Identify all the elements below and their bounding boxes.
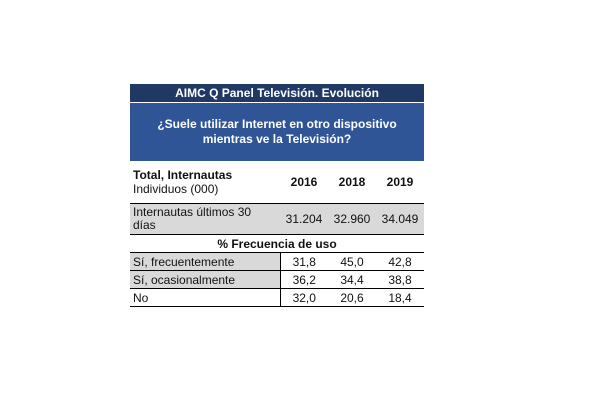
row-label: Sí, frecuentemente bbox=[130, 252, 281, 271]
base-label-line-2: días bbox=[133, 218, 156, 232]
year-header-2018: 2018 bbox=[328, 161, 376, 204]
year-header-2016: 2016 bbox=[280, 161, 328, 204]
header-label: Total, Internautas Individuos (000) bbox=[130, 161, 280, 204]
table-row: No 32,0 20,6 18,4 bbox=[130, 288, 425, 307]
year-header-2019: 2019 bbox=[376, 161, 425, 204]
base-label: Internautas últimos 30 días bbox=[130, 203, 280, 235]
header-label-sub: Individuos (000) bbox=[133, 182, 219, 196]
question-row: ¿Suele utilizar Internet en otro disposi… bbox=[130, 102, 425, 161]
title-row: AIMC Q Panel Televisión. Evolución bbox=[130, 84, 425, 103]
base-label-line-1: Internautas últimos 30 bbox=[133, 205, 252, 219]
table-row: Sí, ocasionalmente 36,2 34,4 38,8 bbox=[130, 270, 425, 289]
section-label: % Frecuencia de uso bbox=[130, 234, 425, 253]
table-question: ¿Suele utilizar Internet en otro disposi… bbox=[130, 102, 425, 161]
data-table: AIMC Q Panel Televisión. Evolución ¿Suel… bbox=[130, 84, 425, 307]
row-value: 31,8 bbox=[280, 252, 328, 271]
table-title: AIMC Q Panel Televisión. Evolución bbox=[130, 84, 425, 103]
table-row: Sí, frecuentemente 31,8 45,0 42,8 bbox=[130, 252, 425, 271]
question-line-1: ¿Suele utilizar Internet en otro disposi… bbox=[157, 117, 397, 131]
row-value: 20,6 bbox=[328, 288, 376, 307]
section-row: % Frecuencia de uso bbox=[130, 234, 425, 253]
base-value-2019: 34.049 bbox=[376, 203, 425, 235]
row-value: 42,8 bbox=[376, 252, 425, 271]
row-value: 36,2 bbox=[280, 270, 328, 289]
header-row: Total, Internautas Individuos (000) 2016… bbox=[130, 161, 425, 204]
row-value: 18,4 bbox=[376, 288, 425, 307]
base-row: Internautas últimos 30 días 31.204 32.96… bbox=[130, 203, 425, 235]
row-value: 32,0 bbox=[280, 288, 328, 307]
row-label: No bbox=[130, 288, 281, 307]
base-value-2016: 31.204 bbox=[280, 203, 328, 235]
row-value: 34,4 bbox=[328, 270, 376, 289]
row-value: 45,0 bbox=[328, 252, 376, 271]
header-label-bold: Total, Internautas bbox=[133, 168, 233, 182]
row-value: 38,8 bbox=[376, 270, 425, 289]
base-value-2018: 32.960 bbox=[328, 203, 376, 235]
question-line-2: mientras ve la Televisión? bbox=[202, 132, 352, 146]
row-label: Sí, ocasionalmente bbox=[130, 270, 281, 289]
